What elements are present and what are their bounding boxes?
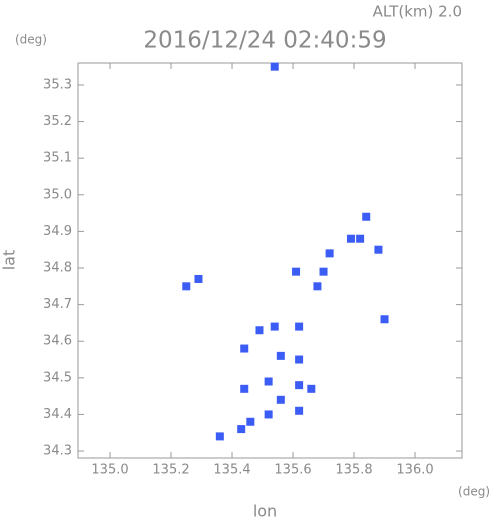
echo-cell [240, 344, 249, 353]
echo-cell [325, 249, 334, 258]
y-tick-label: 34.6 [43, 334, 72, 349]
x-tick-label: 135.0 [91, 463, 128, 478]
echo-cell [295, 381, 304, 390]
y-tick-label: 34.4 [43, 407, 72, 422]
echo-cell [295, 322, 304, 331]
y-tick-label: 35.1 [43, 151, 72, 166]
y-axis-label: lat [0, 250, 19, 271]
echo-cell [194, 274, 203, 283]
x-tick-label: 135.6 [274, 463, 311, 478]
y-tick-label: 34.8 [43, 261, 72, 276]
x-tick-label: 136.0 [396, 463, 433, 478]
echo-cell [356, 234, 365, 243]
echo-cell [295, 355, 304, 364]
echo-cell [240, 384, 249, 393]
y-tick-label: 35.0 [43, 187, 72, 202]
y-tick-label: 34.3 [43, 444, 72, 459]
chart-title: 2016/12/24 02:40:59 [143, 28, 386, 54]
y-unit: (deg) [15, 33, 47, 47]
y-tick-label: 35.3 [43, 77, 72, 92]
echo-cell [264, 410, 273, 419]
echo-cell [380, 315, 389, 324]
echo-cell [270, 62, 279, 71]
x-tick-label: 135.2 [152, 463, 189, 478]
echo-cell [215, 432, 224, 441]
chart-subtitle: ALT(km) 2.0 [373, 3, 462, 21]
y-tick-label: 35.2 [43, 114, 72, 129]
echo-cell [182, 282, 191, 291]
echo-cell [319, 267, 328, 276]
y-tick-label: 34.5 [43, 370, 72, 385]
plot-frame [77, 62, 463, 459]
y-tick-label: 34.7 [43, 297, 72, 312]
echo-cell [270, 322, 279, 331]
y-tick-label: 34.9 [43, 224, 72, 239]
echo-cell [276, 395, 285, 404]
echo-cell [374, 245, 383, 254]
x-tick-label: 135.8 [335, 463, 372, 478]
echo-cell [237, 425, 246, 434]
echo-cell [246, 417, 255, 426]
echo-cell [313, 282, 322, 291]
x-axis-label: lon [253, 502, 277, 521]
x-unit: (deg) [458, 485, 490, 499]
echo-cell [362, 212, 371, 221]
echo-cell [346, 234, 355, 243]
echo-cell [307, 384, 316, 393]
echo-cell [255, 326, 264, 335]
echo-cell [292, 267, 301, 276]
echo-cell [295, 406, 304, 415]
echo-cell [264, 377, 273, 386]
x-tick-label: 135.4 [213, 463, 250, 478]
echo-cell [276, 351, 285, 360]
